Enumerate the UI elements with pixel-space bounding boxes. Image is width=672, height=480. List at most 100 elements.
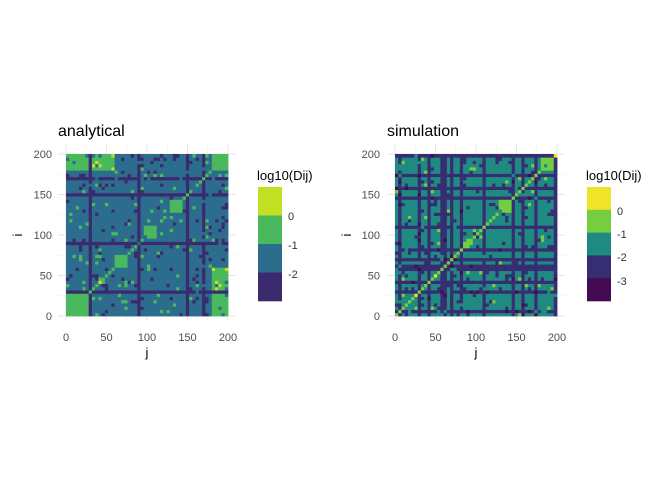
heatmap-cell	[420, 202, 425, 207]
heatmap-cell	[91, 215, 96, 220]
heatmap-cell	[443, 222, 448, 226]
heatmap-cell	[108, 235, 112, 239]
heatmap-cell	[498, 283, 503, 288]
heatmap-cell	[498, 231, 503, 236]
heatmap-cell	[550, 215, 555, 220]
heatmap-cell	[463, 260, 467, 265]
heatmap-cell	[205, 309, 209, 314]
heatmap-cell	[411, 283, 415, 288]
heatmap-cell	[446, 244, 451, 249]
heatmap-cell	[492, 286, 496, 291]
heatmap-cell	[179, 228, 184, 233]
heatmap-cell	[524, 273, 529, 278]
heatmap-cell	[215, 202, 219, 207]
heatmap-cell	[159, 166, 164, 171]
heatmap-cell	[420, 199, 425, 203]
heatmap-cell	[198, 225, 203, 229]
heatmap-cell	[534, 273, 538, 278]
heatmap-cell	[166, 303, 171, 307]
heatmap-cell	[531, 170, 535, 174]
heatmap-cell	[424, 267, 428, 272]
heatmap-cell	[534, 163, 538, 168]
heatmap-cell	[172, 228, 177, 233]
heatmap-cell	[398, 176, 402, 181]
heatmap-cell	[218, 238, 222, 242]
heatmap-cell	[75, 196, 80, 200]
heatmap-cell	[185, 189, 190, 194]
heatmap-cell	[437, 290, 441, 294]
heatmap-cell	[211, 166, 216, 171]
heatmap-cell	[453, 218, 457, 223]
heatmap-cell	[479, 270, 483, 275]
heatmap-cell	[69, 183, 73, 187]
heatmap-cell	[537, 176, 542, 181]
heatmap-cell	[88, 247, 93, 252]
heatmap-cell	[531, 309, 535, 314]
heatmap-cell	[531, 260, 535, 265]
heatmap-cell	[114, 209, 119, 213]
heatmap-cell	[463, 225, 467, 229]
heatmap-cell	[466, 160, 470, 165]
heatmap-cell	[417, 264, 422, 268]
heatmap-cell	[104, 222, 109, 226]
heatmap-cell	[179, 264, 184, 268]
heatmap-cell	[192, 196, 196, 200]
heatmap-cell	[485, 306, 490, 310]
heatmap-cell	[518, 257, 522, 262]
heatmap-cell	[111, 222, 115, 226]
heatmap-cell	[156, 286, 161, 291]
heatmap-cell	[127, 247, 132, 252]
heatmap-cell	[78, 199, 83, 203]
heatmap-cell	[88, 225, 93, 229]
heatmap-cell	[427, 306, 432, 310]
heatmap-cell	[511, 277, 516, 281]
heatmap-cell	[195, 183, 200, 187]
heatmap-cell	[518, 199, 522, 203]
heatmap-cell	[72, 264, 77, 268]
heatmap-cell	[414, 283, 419, 288]
heatmap-cell	[469, 212, 474, 216]
heatmap-cell	[463, 179, 467, 184]
heatmap-cell	[501, 270, 506, 275]
heatmap-cell	[72, 235, 77, 239]
heatmap-cell	[420, 231, 425, 236]
heatmap-cell	[153, 183, 158, 187]
heatmap-cell	[159, 283, 164, 288]
heatmap-cell	[166, 173, 171, 178]
heatmap-cell	[172, 296, 177, 301]
heatmap-cell	[414, 218, 419, 223]
heatmap-cell	[121, 238, 125, 242]
heatmap-cell	[550, 260, 555, 265]
heatmap-cell	[205, 283, 209, 288]
heatmap-cell	[527, 238, 532, 242]
heatmap-cell	[527, 225, 532, 229]
heatmap-cell	[404, 283, 409, 288]
heatmap-cell	[66, 166, 70, 171]
heatmap-cell	[224, 267, 229, 272]
heatmap-cell	[472, 222, 477, 226]
heatmap-cell	[427, 273, 432, 278]
heatmap-cell	[518, 293, 522, 297]
heatmap-cell	[147, 154, 151, 158]
heatmap-cell	[547, 202, 551, 207]
heatmap-cell	[417, 186, 422, 191]
heatmap-cell	[101, 283, 106, 288]
heatmap-cell	[121, 290, 125, 294]
heatmap-cell	[398, 306, 402, 310]
heatmap-cell	[417, 277, 422, 281]
heatmap-cell	[440, 280, 444, 284]
heatmap-cell	[469, 309, 474, 314]
heatmap-cell	[404, 251, 409, 255]
heatmap-cell	[433, 166, 438, 171]
heatmap-cell	[218, 264, 222, 268]
heatmap-cell	[211, 173, 216, 178]
heatmap-cell	[221, 267, 226, 272]
heatmap-cell	[505, 254, 509, 259]
heatmap-cell	[498, 251, 503, 255]
heatmap-cell	[215, 241, 219, 246]
heatmap-cell	[189, 244, 193, 249]
heatmap-cell	[221, 231, 226, 236]
heatmap-cell	[511, 309, 516, 314]
heatmap-cell	[440, 296, 444, 301]
heatmap-cell	[176, 306, 180, 310]
